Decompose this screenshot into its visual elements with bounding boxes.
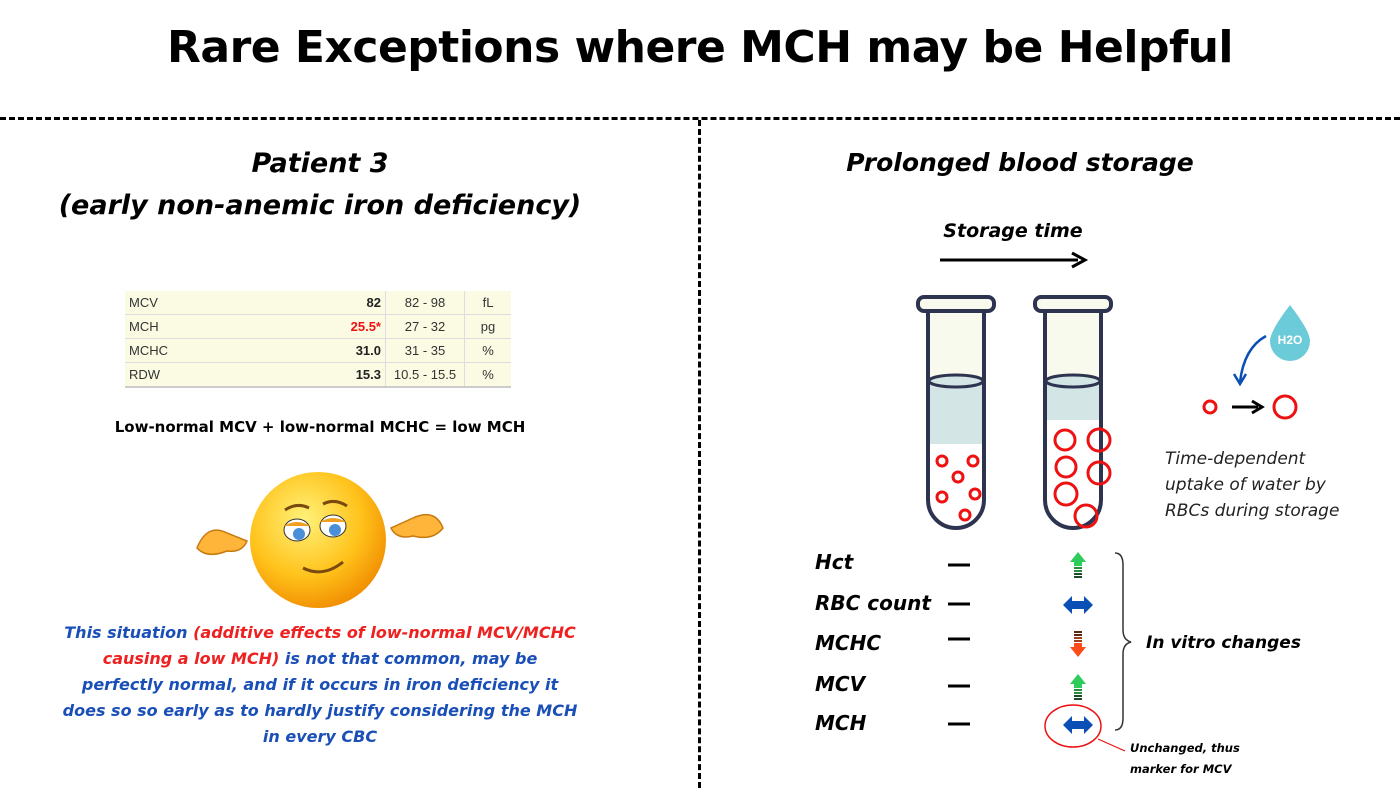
table-row: MCHC 31.0 31 - 35%	[125, 338, 511, 363]
cell-value: 31.0	[345, 338, 386, 363]
param-label: RBC count	[815, 591, 931, 615]
cell-param: RDW	[125, 362, 345, 388]
in-vitro-label: In vitro changes	[1146, 633, 1301, 653]
cell-range: 10.5 - 15.5	[385, 362, 465, 388]
param-label: Hct	[815, 550, 854, 574]
desc-line: uptake of water by	[1165, 475, 1326, 495]
cell-param: MCH	[125, 314, 345, 339]
desc-line: Time-dependent	[1165, 449, 1306, 469]
storage-time-arrow	[940, 251, 1089, 269]
cell-value: 15.3	[345, 362, 386, 388]
arrow-up-icon	[1070, 552, 1086, 578]
mch-note: Unchanged, thus marker for MCV	[1130, 738, 1240, 780]
arrow-both-icon	[1063, 596, 1093, 614]
table-row: MCH 25.5* 27 - 32 pg	[125, 314, 511, 339]
note-line: marker for MCV	[1130, 762, 1232, 776]
vertical-divider	[698, 120, 701, 788]
arrow-both-icon	[1063, 716, 1093, 734]
desc-line: RBCs during storage	[1165, 501, 1340, 521]
brace-icon	[1114, 552, 1132, 731]
page-title: Rare Exceptions where MCH may be Helpful	[167, 22, 1234, 73]
baseline-dashes	[948, 563, 970, 726]
para-part: is not that common, may be perfectly nor…	[62, 649, 578, 746]
swelling-arrow-icon	[1232, 399, 1265, 415]
cell-value: 25.5*	[345, 314, 386, 339]
param-label: MCHC	[815, 631, 881, 655]
arrow-down-icon	[1070, 631, 1086, 657]
cell-unit: pg	[464, 314, 511, 339]
patient-subheading: (early non-anemic iron deficiency)	[58, 190, 582, 221]
storage-time-label: Storage time	[943, 220, 1083, 242]
arrow-up-icon	[1070, 674, 1086, 700]
cell-unit: %	[464, 362, 511, 388]
cell-param: MCV	[125, 291, 345, 315]
explanation-paragraph: This situation (additive effects of low-…	[60, 620, 580, 750]
water-drop-icon: H2O	[1270, 305, 1310, 361]
cell-param: MCHC	[125, 338, 345, 363]
param-label: MCV	[815, 672, 866, 696]
small-rbc-icon	[1202, 399, 1218, 415]
table-row: MCV 82 82 - 98 fL	[125, 291, 511, 315]
cell-range: 82 - 98	[385, 291, 465, 315]
param-label: MCH	[815, 711, 867, 735]
cell-value: 82	[345, 291, 386, 315]
para-part: This situation	[64, 623, 194, 642]
cbc-table: MCV 82 82 - 98 fL MCH 25.5* 27 - 32 pg MCHC 31.0 3…	[125, 291, 511, 388]
test-tube-fresh-icon	[916, 295, 996, 530]
horizontal-divider	[0, 117, 1400, 120]
cell-range: 27 - 32	[385, 314, 465, 339]
patient-heading: Patient 3	[251, 148, 389, 179]
table-row: RDW 15.3 10.5 - 15.5%	[125, 362, 511, 388]
water-label: H2O	[1278, 333, 1303, 347]
cell-range: 31 - 35	[385, 338, 465, 363]
note-line: Unchanged, thus	[1130, 741, 1240, 755]
water-description: Time-dependent uptake of water by RBCs d…	[1165, 446, 1339, 524]
storage-heading: Prolonged blood storage	[846, 148, 1194, 177]
para-highlight: (additive effects of low-normal MCV/MCHC…	[102, 623, 576, 668]
shrugging-smiley-icon	[196, 472, 444, 608]
curved-arrow-icon	[1238, 334, 1267, 383]
highlight-circle	[1044, 704, 1102, 748]
cell-unit: %	[464, 338, 511, 363]
cell-unit: fL	[464, 291, 511, 315]
large-rbc-icon	[1272, 394, 1298, 420]
test-tube-stored-icon	[1033, 295, 1113, 530]
formula-text: Low-normal MCV + low-normal MCHC = low M…	[114, 418, 526, 436]
